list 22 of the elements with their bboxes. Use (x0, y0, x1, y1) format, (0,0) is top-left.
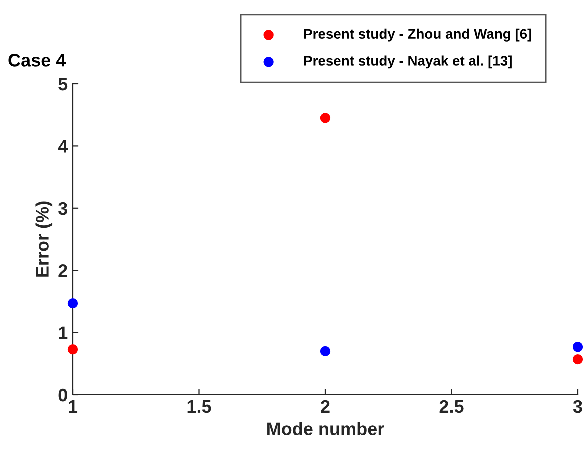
x-tick-label: 1.5 (188, 400, 212, 414)
y-tick-label: 0 (58, 388, 68, 402)
point (68, 344, 78, 355)
point (572, 354, 584, 365)
x-tick-label: 2.5 (440, 400, 464, 414)
x-axis-title: Mode number (268, 422, 384, 436)
x-tick-label: 2 (321, 400, 330, 413)
legend-label: Present study - Nayak et al. [13] (304, 56, 512, 69)
chart-title: Case 4 (8, 54, 66, 67)
x-tick-label: 3 (573, 400, 582, 414)
y-tick-label: 4 (58, 140, 68, 153)
y-tick-label: 1 (59, 326, 68, 340)
y-tick-label: 3 (58, 202, 68, 216)
y-tick-label: 5 (58, 78, 68, 91)
x-tick-label: 1 (69, 400, 78, 413)
point (320, 346, 331, 357)
point (68, 298, 78, 309)
legend-label: Present study - Zhou and Wang [6] (304, 28, 532, 42)
point (572, 342, 584, 352)
y-tick-label: 2 (58, 264, 68, 278)
y-axis-title: Error (%) (36, 202, 53, 277)
point (320, 113, 331, 124)
